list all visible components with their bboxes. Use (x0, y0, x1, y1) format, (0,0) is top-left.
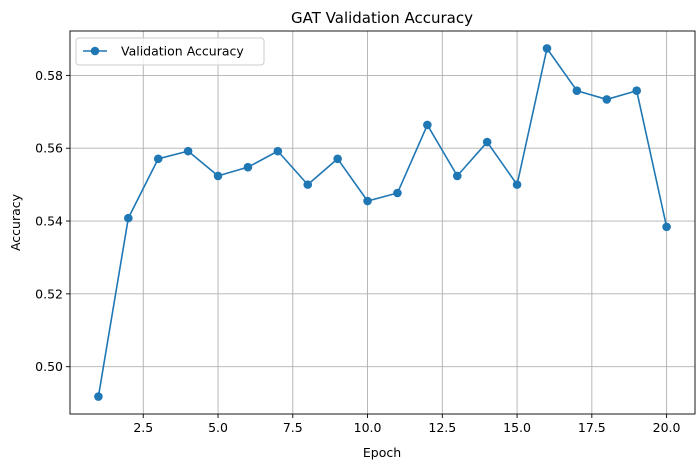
legend-point-marker (90, 46, 100, 56)
x-tick-label: 12.5 (428, 420, 456, 435)
data-point (303, 180, 313, 189)
data-point (482, 137, 492, 147)
grid (70, 31, 695, 414)
legend-box (75, 37, 265, 66)
data-point (512, 180, 522, 189)
plot-frame (69, 30, 696, 415)
data-point (632, 86, 641, 96)
series-layer (94, 44, 671, 401)
chart-title: GAT Validation Accuracy (291, 9, 473, 27)
data-point (333, 154, 342, 164)
data-point (572, 86, 582, 96)
y-tick-label: 0.58 (35, 68, 63, 83)
y-axis-title: Accuracy (8, 193, 23, 251)
data-point (183, 146, 193, 156)
data-point (153, 154, 163, 164)
x-tick-label: 20.0 (653, 420, 681, 435)
y-ticks: 0.50 0.52 0.54 0.56 0.58 (35, 68, 70, 374)
data-point (124, 213, 133, 223)
data-point (94, 392, 103, 401)
y-tick-label: 0.56 (35, 141, 63, 156)
x-axis-title: Epoch (363, 445, 401, 460)
x-ticks: 2.5 5.0 7.5 10.0 12.5 15.0 17.5 20.0 (133, 414, 681, 435)
legend-label: Validation Accuracy (121, 44, 244, 59)
y-tick-label: 0.54 (35, 214, 63, 229)
data-point (363, 196, 372, 206)
data-point (243, 162, 253, 172)
data-point (273, 146, 283, 156)
data-point (393, 188, 402, 198)
x-tick-label: 17.5 (578, 420, 606, 435)
data-point (213, 171, 223, 181)
data-point (423, 120, 432, 130)
data-point (452, 171, 462, 181)
data-point (602, 95, 612, 104)
x-tick-label: 10.0 (354, 420, 382, 435)
legend: Validation Accuracy (75, 37, 265, 66)
data-point (662, 222, 671, 232)
x-tick-label: 7.5 (283, 420, 303, 435)
data-point (542, 44, 552, 53)
x-tick-label: 5.0 (208, 420, 228, 435)
y-tick-label: 0.50 (35, 359, 63, 374)
y-tick-label: 0.52 (35, 286, 63, 301)
x-tick-label: 2.5 (133, 420, 153, 435)
x-tick-label: 15.0 (503, 420, 531, 435)
series-line (97, 47, 668, 397)
